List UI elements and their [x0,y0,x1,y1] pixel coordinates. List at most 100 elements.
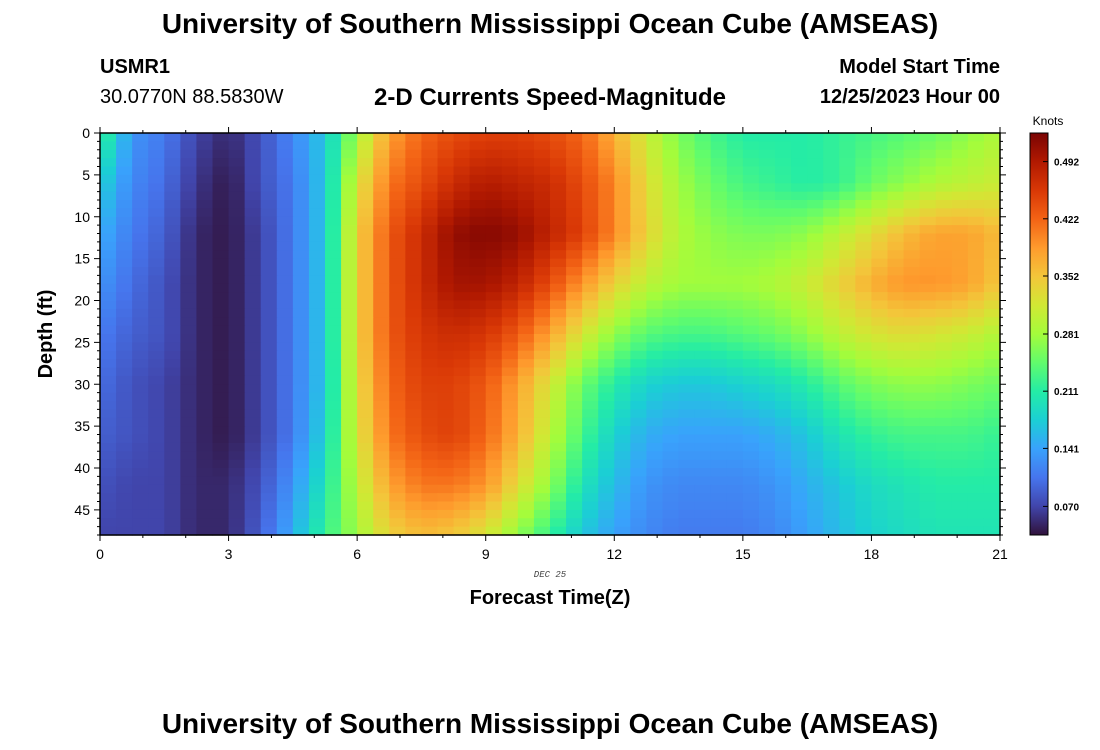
heatmap-cell [244,409,262,419]
heatmap-cell [726,434,744,444]
heatmap-cell [839,409,856,419]
heatmap-cell [775,493,792,503]
heatmap-cell [357,200,374,209]
heatmap-cell [598,174,615,184]
heatmap-cell [517,149,535,159]
heatmap-cell [742,308,760,318]
heatmap-cell [292,484,310,494]
heatmap-cell [325,468,342,477]
heatmap-cell [887,342,905,352]
heatmap-cell [935,133,953,142]
heatmap-cell [839,468,856,477]
heatmap-cell [791,484,808,494]
heatmap-cell [453,442,471,452]
heatmap-cell [437,250,455,260]
heatmap-cell [887,225,905,235]
heatmap-cell [694,141,712,151]
heatmap-cell [292,275,310,285]
heatmap-cell [710,484,728,494]
heatmap-cell [196,493,214,503]
heatmap-cell [517,484,535,494]
heatmap-cell [389,258,406,268]
heatmap-cell [775,183,792,193]
heatmap-cell [501,233,519,243]
heatmap-cell [357,468,374,477]
heatmap-cell [871,509,889,519]
heatmap-cell [566,468,583,477]
heatmap-cell [582,459,599,469]
heatmap-cell [196,166,214,176]
heatmap-cell [421,417,439,427]
heatmap-cell [260,191,278,201]
heatmap-cell [437,300,455,310]
heatmap-cell [421,468,439,477]
heatmap-cell [148,442,165,452]
heatmap-cell [389,216,406,226]
heatmap-cell [726,334,744,343]
heatmap-cell [758,216,776,226]
heatmap-cell [421,409,439,419]
heatmap-cell [582,384,599,394]
heatmap-cell [389,292,406,302]
heatmap-cell [292,401,310,410]
heatmap-cell [887,367,905,377]
heatmap-cell [373,476,390,486]
heatmap-cell [646,459,664,469]
heatmap-cell [244,258,262,268]
heatmap-cell [710,183,728,193]
heatmap-cell [148,526,165,536]
heatmap-cell [341,417,358,427]
heatmap-cell [485,191,503,201]
heatmap-cell [485,166,503,176]
heatmap-cell [694,317,712,327]
heatmap-cell [775,426,792,436]
heatmap-cell [678,216,696,226]
heatmap-cell [276,375,294,385]
heatmap-cell [276,392,294,402]
heatmap-cell [196,526,214,536]
heatmap-cell [228,459,246,469]
heatmap-cell [550,233,567,243]
heatmap-cell [196,501,214,511]
heatmap-cell [807,225,824,235]
heatmap-cell [260,133,278,142]
heatmap-cell [325,484,342,494]
heatmap-cell [501,501,519,511]
heatmap-cell [758,476,776,486]
heatmap-cell [308,250,326,260]
heatmap-cell [823,350,840,360]
heatmap-cell [357,392,374,402]
heatmap-cell [582,308,599,318]
heatmap-cell [935,141,953,151]
heatmap-cell [533,267,551,276]
heatmap-cell [341,409,358,419]
heatmap-cell [485,476,503,486]
heatmap-cell [791,233,808,243]
heatmap-cell [405,300,423,310]
heatmap-cell [501,133,519,142]
heatmap-cell [598,225,615,235]
heatmap-cell [357,233,374,243]
heatmap-cell [148,208,165,218]
heatmap-cell [887,509,905,519]
heatmap-cell [212,484,230,494]
heatmap-cell [373,367,390,377]
heatmap-cell [260,283,278,293]
heatmap-cell [405,275,423,285]
heatmap-cell [212,367,230,377]
heatmap-cell [389,384,406,394]
heatmap-cell [630,384,648,394]
heatmap-cell [292,434,310,444]
heatmap-cell [212,434,230,444]
heatmap-cell [694,442,712,452]
heatmap-cell [196,200,214,209]
heatmap-cell [887,375,905,385]
heatmap-cell [807,518,824,528]
heatmap-cell [148,250,165,260]
heatmap-cell [260,426,278,436]
heatmap-cell [775,468,792,477]
heatmap-cell [983,468,1001,477]
heatmap-cell [116,409,133,419]
heatmap-cell [453,493,471,503]
heatmap-cell [100,166,117,176]
